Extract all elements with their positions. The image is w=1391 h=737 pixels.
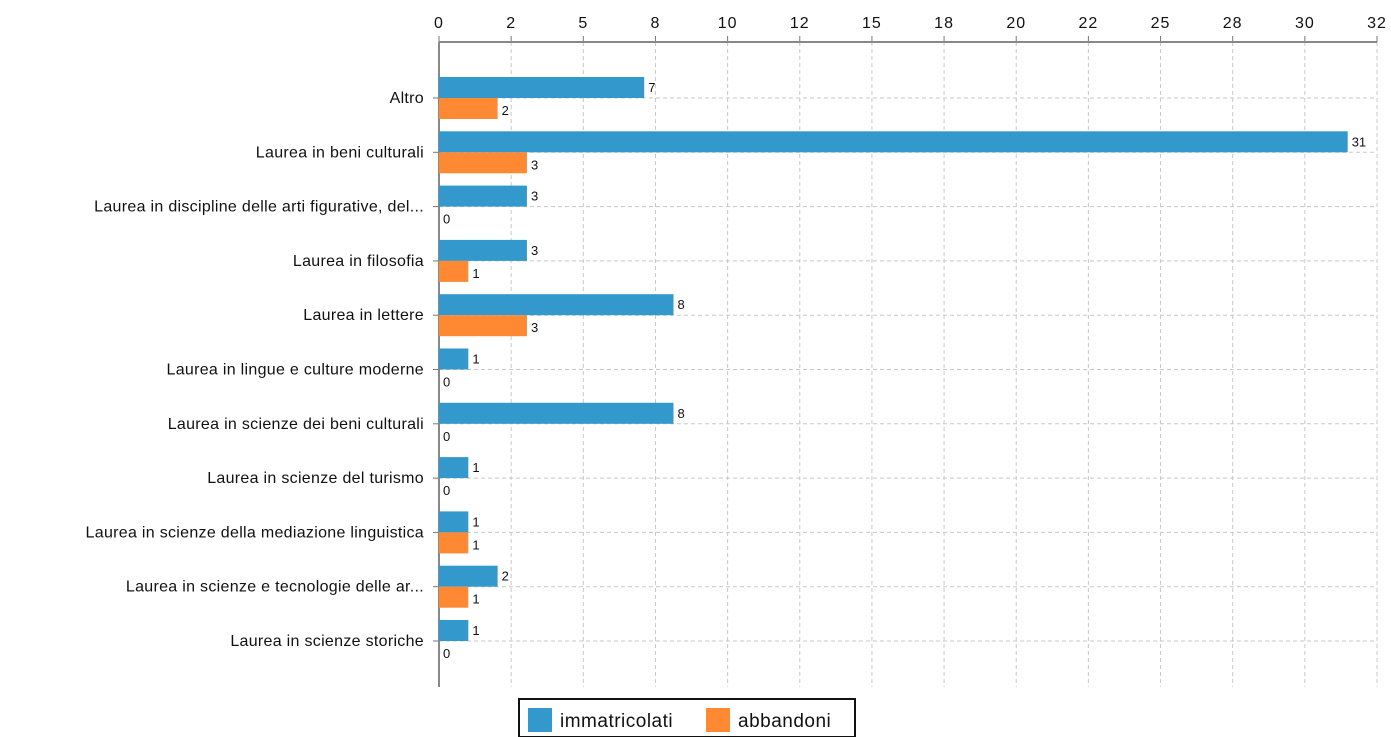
x-tick-label: 30 (1295, 15, 1315, 32)
category-label: Laurea in scienze del turismo (207, 470, 424, 487)
bar-abbandoni (439, 152, 527, 174)
bar-immatricolati (439, 348, 469, 370)
data-label-abbandoni: 0 (443, 212, 450, 227)
legend-box (518, 698, 856, 737)
x-tick-label: 18 (934, 15, 954, 32)
bar-immatricolati (439, 77, 645, 98)
legend-swatch-abbandoni (706, 708, 730, 732)
data-label-immatricolati: 1 (472, 460, 479, 475)
legend: immatricolati abbandoni (518, 698, 856, 737)
legend-swatch-immatricolati (528, 708, 552, 732)
x-tick-label: 28 (1223, 15, 1243, 32)
data-label-immatricolati: 3 (531, 189, 538, 204)
data-label-abbandoni: 1 (472, 266, 479, 281)
x-tick-label: 20 (1006, 15, 1026, 32)
bar-immatricolati (439, 239, 527, 261)
category-label: Laurea in lingue e culture moderne (167, 362, 424, 379)
category-label: Laurea in scienze della mediazione lingu… (86, 524, 424, 541)
x-tick-label: 22 (1078, 15, 1098, 32)
x-tick-label: 5 (578, 15, 588, 32)
data-label-immatricolati: 8 (678, 406, 685, 421)
data-label-immatricolati: 31 (1352, 134, 1366, 149)
x-tick-label: 25 (1151, 15, 1171, 32)
category-label: Laurea in beni culturali (256, 144, 424, 161)
bar-abbandoni (439, 98, 498, 119)
bar-abbandoni (439, 315, 527, 337)
bar-abbandoni (439, 532, 469, 554)
bar-immatricolati (439, 294, 674, 316)
category-label: Laurea in lettere (303, 307, 424, 324)
x-tick-label: 15 (862, 15, 882, 32)
data-label-abbandoni: 0 (443, 375, 450, 390)
x-tick-label: 2 (506, 15, 516, 32)
data-label-immatricolati: 8 (678, 297, 685, 312)
bar-immatricolati (439, 565, 498, 587)
data-label-abbandoni: 1 (472, 592, 479, 607)
category-label: Laurea in scienze storiche (230, 633, 424, 650)
bar-immatricolati (439, 620, 469, 641)
bar-abbandoni (439, 586, 469, 608)
category-label: Laurea in scienze e tecnologie delle ar.… (126, 579, 424, 596)
data-label-abbandoni: 0 (443, 429, 450, 444)
bar-immatricolati (439, 511, 469, 533)
category-label: Altro (390, 90, 424, 107)
legend-label-abbandoni: abbandoni (738, 711, 831, 732)
bar-abbandoni (439, 260, 469, 282)
data-label-immatricolati: 1 (472, 623, 479, 638)
bar-immatricolati (439, 131, 1348, 153)
legend-label-immatricolati: immatricolati (560, 711, 673, 732)
bar-immatricolati (439, 402, 674, 424)
data-label-immatricolati: 2 (502, 569, 509, 584)
data-label-abbandoni: 3 (531, 157, 538, 172)
x-tick-label: 0 (434, 15, 444, 32)
data-label-abbandoni: 0 (443, 483, 450, 498)
bar-immatricolati (439, 457, 469, 479)
data-label-immatricolati: 7 (648, 80, 655, 95)
x-tick-label: 12 (790, 15, 810, 32)
x-tick-label: 10 (718, 15, 738, 32)
data-label-immatricolati: 3 (531, 243, 538, 258)
category-label: Laurea in discipline delle arti figurati… (94, 199, 424, 216)
x-tick-label: 8 (651, 15, 661, 32)
data-label-abbandoni: 0 (443, 646, 450, 661)
bar-immatricolati (439, 185, 527, 207)
data-label-abbandoni: 2 (502, 103, 509, 118)
x-tick-label: 32 (1367, 15, 1387, 32)
category-label: Laurea in scienze dei beni culturali (168, 416, 424, 433)
data-label-immatricolati: 1 (472, 352, 479, 367)
data-label-immatricolati: 1 (472, 514, 479, 529)
category-labels: Altro Laurea in beni culturali Laurea in d… (86, 90, 424, 650)
data-label-abbandoni: 3 (531, 320, 538, 335)
data-label-abbandoni: 1 (472, 537, 479, 552)
category-label: Laurea in filosofia (293, 253, 424, 270)
